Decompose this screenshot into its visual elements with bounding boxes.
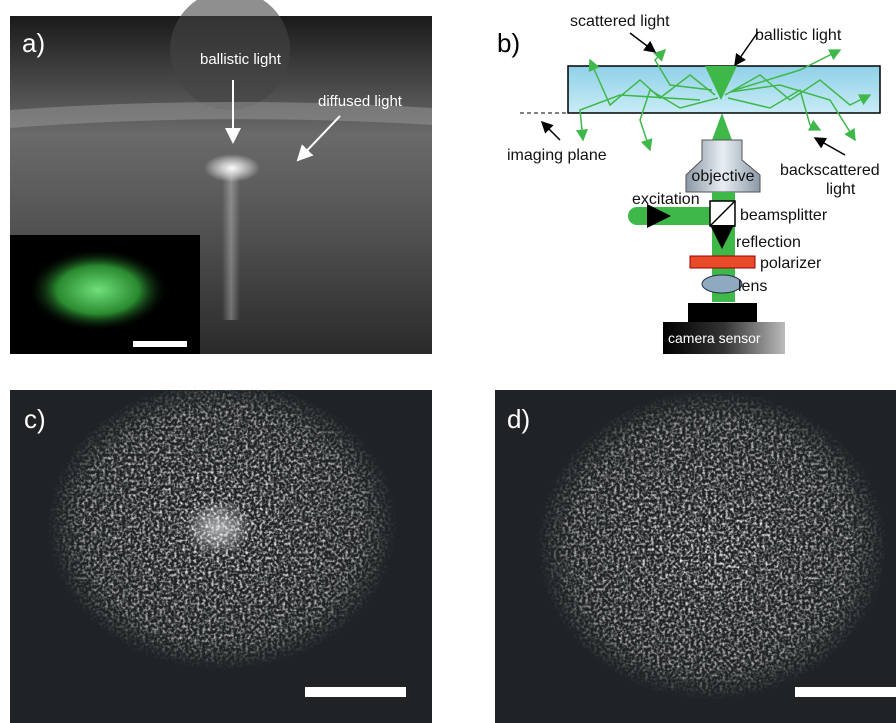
label: camera sensor xyxy=(668,330,761,346)
panel-label: d) xyxy=(507,404,530,434)
spot xyxy=(183,500,253,556)
excitation-beam xyxy=(628,207,718,225)
label: ballistic light xyxy=(755,27,842,44)
scale-bar xyxy=(133,341,187,347)
arrow xyxy=(629,32,657,53)
lens xyxy=(701,274,743,294)
glow xyxy=(170,0,290,110)
panel-a: a) ballistic light diffused light xyxy=(10,0,432,354)
label: backscattered xyxy=(780,162,880,179)
camera-sensor xyxy=(663,322,785,354)
spot xyxy=(204,154,260,182)
arrow xyxy=(734,31,759,67)
arrow xyxy=(296,115,341,162)
label: imaging plane xyxy=(507,147,607,164)
label: scattered light xyxy=(570,13,670,30)
panel-c: c) xyxy=(10,390,432,723)
label: light xyxy=(826,181,856,198)
speckle xyxy=(10,390,432,723)
beam xyxy=(222,170,240,320)
label: beamsplitter xyxy=(740,207,828,224)
panel-b: b) objective camera sensor scattered lig… xyxy=(497,13,881,354)
label: reflection xyxy=(736,234,801,251)
arrow xyxy=(540,120,561,141)
panel-d: d) xyxy=(495,390,896,723)
panel-label: a) xyxy=(22,28,45,58)
focus-cone xyxy=(712,113,732,140)
inset-glow xyxy=(30,250,166,330)
label: polarizer xyxy=(760,255,822,272)
scattered-paths xyxy=(575,48,872,152)
beamsplitter-diagonal xyxy=(709,200,736,227)
annotation: diffused light xyxy=(318,93,403,110)
panel-label: c) xyxy=(24,404,46,434)
panel-label: b) xyxy=(497,28,520,58)
label: lens xyxy=(738,278,767,295)
label: objective xyxy=(691,168,754,185)
camera-body xyxy=(688,303,757,322)
objective xyxy=(685,139,761,193)
ballistic-cone xyxy=(705,66,737,100)
speckle xyxy=(495,390,896,723)
label: excitation xyxy=(632,191,700,208)
polarizer xyxy=(689,255,756,269)
scale-bar xyxy=(305,687,406,697)
surface xyxy=(10,101,432,128)
arrow xyxy=(813,137,846,156)
annotation: ballistic light xyxy=(200,51,282,68)
scale-bar xyxy=(795,687,896,697)
